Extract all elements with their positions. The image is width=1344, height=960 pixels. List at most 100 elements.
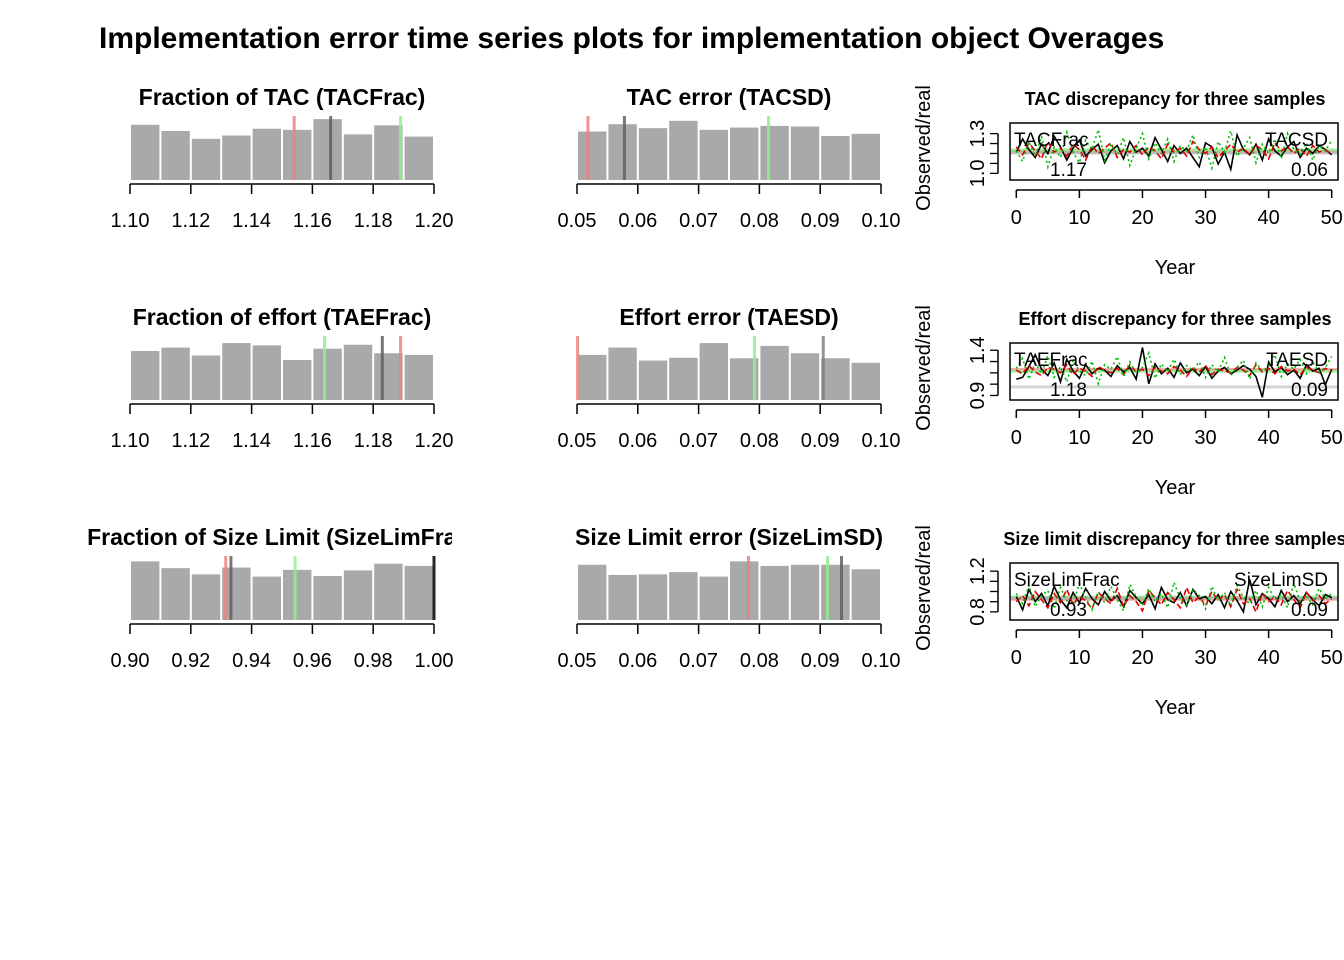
x-tick-label: 0	[1011, 647, 1022, 669]
hist-bar	[851, 362, 880, 400]
left-param-value: 1.17	[1050, 160, 1087, 181]
x-tick-label: 30	[1194, 427, 1216, 449]
line-title: Effort discrepancy for three samples	[1018, 309, 1331, 329]
line-title: Size limit discrepancy for three samples	[1003, 529, 1344, 549]
hist-bar	[608, 347, 637, 400]
x-tick-label: 1.12	[171, 430, 210, 452]
series-line	[1015, 139, 1333, 162]
panel-1: Fraction of TAC (TACFrac) 1.10 1.12 1.14 1.1…	[111, 84, 454, 232]
series-line	[1015, 585, 1333, 614]
panel-6: Effort discrepancy for three samples TAEF…	[913, 305, 1343, 499]
hist-bar	[851, 569, 880, 620]
x-tick-label: 10	[1068, 207, 1090, 229]
right-param-label: TAESD	[1266, 350, 1328, 371]
hist-bar	[222, 343, 251, 400]
hist-bar	[343, 344, 373, 400]
hist-bar	[608, 124, 637, 180]
x-tick-label: 1.14	[232, 430, 271, 452]
x-tick-label: 1.14	[232, 210, 271, 232]
hist-bar	[760, 125, 789, 180]
x-tick-label: 50	[1321, 207, 1343, 229]
hist-bar	[313, 119, 342, 180]
x-tick-label: 10	[1068, 647, 1090, 669]
hist-bar	[313, 576, 342, 620]
hist-bar	[699, 576, 728, 620]
left-param-label: TAEFrac	[1014, 350, 1088, 371]
x-axis-label: Year	[1155, 697, 1196, 719]
line-title: TAC discrepancy for three samples	[1025, 89, 1326, 109]
panel-9: Size limit discrepancy for three samples…	[913, 525, 1344, 719]
hist-bar	[404, 565, 433, 620]
x-tick-label: 0.05	[558, 430, 597, 452]
x-tick-label: 0	[1011, 207, 1022, 229]
plot-area	[1010, 579, 1338, 615]
x-tick-label: 0.06	[618, 210, 657, 232]
hist-bar	[730, 127, 759, 180]
x-tick-label: 1.10	[111, 210, 150, 232]
x-tick-label: 0.08	[740, 430, 779, 452]
x-tick-label: 1.10	[111, 430, 150, 452]
plot-frame	[1009, 562, 1339, 621]
hist-bar	[404, 136, 433, 180]
hist-bar	[283, 129, 312, 180]
hist-bar	[638, 128, 668, 180]
hist-bar	[669, 572, 698, 620]
panel-3: TAC discrepancy for three samples TACFrac…	[913, 85, 1343, 279]
x-tick-label: 0.09	[801, 210, 840, 232]
x-tick-label: 0.10	[862, 430, 901, 452]
hist-title: Fraction of Size Limit (SizeLimFrac)	[87, 524, 477, 550]
hist-bar	[821, 358, 850, 400]
x-tick-label: 20	[1131, 647, 1153, 669]
y-tick-label: 1.3	[967, 120, 989, 148]
x-tick-label: 0.96	[293, 650, 332, 672]
hist-bar	[821, 136, 850, 180]
x-tick-label: 0.98	[354, 650, 393, 672]
x-tick-label: 1.18	[354, 210, 393, 232]
plot-area	[1010, 347, 1338, 398]
hist-bar	[283, 569, 312, 620]
x-tick-label: 0.10	[862, 210, 901, 232]
hist-bar	[252, 576, 281, 620]
left-param-value: 0.93	[1050, 600, 1087, 621]
hist-bar	[608, 574, 637, 620]
x-tick-label: 0.92	[171, 650, 210, 672]
hist-title: Size Limit error (SizeLimSD)	[575, 524, 883, 550]
hist-bar	[578, 354, 607, 400]
x-tick-label: 40	[1257, 647, 1279, 669]
x-tick-label: 1.16	[293, 430, 332, 452]
page-title: Implementation error time series plots f…	[99, 22, 1165, 55]
x-tick-label: 0.94	[232, 650, 271, 672]
hist-bar	[790, 353, 820, 400]
hist-bar	[191, 574, 221, 620]
plot-frame	[1009, 122, 1339, 181]
x-tick-label: 1.12	[171, 210, 210, 232]
x-tick-label: 1.16	[293, 210, 332, 232]
y-tick-label: 0.8	[967, 598, 989, 626]
right-param-label: SizeLimSD	[1234, 570, 1328, 591]
x-axis-label: Year	[1155, 477, 1196, 499]
hist-bar	[638, 574, 668, 620]
hist-bar	[313, 348, 342, 400]
hist-bar	[131, 350, 160, 400]
panel-5: Effort error (TAESD) 0.05 0.06 0.07 0.08 0.09…	[558, 304, 901, 452]
hist-bar	[343, 134, 373, 180]
x-tick-label: 0.07	[679, 430, 718, 452]
panel-4: Fraction of effort (TAEFrac) 1.10 1.12 1.14…	[111, 304, 454, 452]
x-tick-label: 1.20	[415, 210, 454, 232]
right-param-value: 0.09	[1291, 380, 1328, 401]
left-param-value: 1.18	[1050, 380, 1087, 401]
y-tick-label: 1.0	[967, 159, 989, 187]
y-axis-label: Observed/real	[913, 525, 935, 651]
hist-bar	[374, 563, 403, 620]
right-param-value: 0.06	[1291, 160, 1328, 181]
hist-bar	[252, 345, 281, 400]
hist-title: Fraction of effort (TAEFrac)	[133, 304, 432, 330]
y-axis-label: Observed/real	[913, 85, 935, 211]
x-tick-label: 30	[1194, 647, 1216, 669]
x-tick-label: 0	[1011, 427, 1022, 449]
x-tick-label: 0.06	[618, 650, 657, 672]
x-tick-label: 20	[1131, 207, 1153, 229]
hist-bar	[669, 357, 698, 400]
right-param-value: 0.09	[1291, 600, 1328, 621]
